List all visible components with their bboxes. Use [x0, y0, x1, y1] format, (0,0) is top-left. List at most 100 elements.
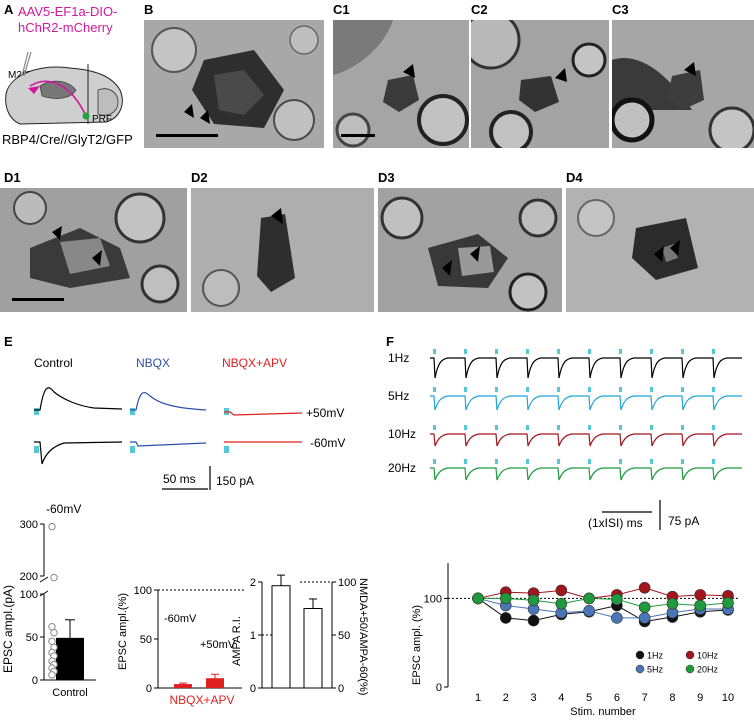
- stim-marker: [650, 387, 653, 392]
- stim-marker: [526, 459, 529, 464]
- data-point-20Hz: [555, 597, 568, 610]
- y-tick-label: 100: [424, 593, 442, 605]
- data-point-20Hz: [611, 593, 623, 606]
- series-line-10Hz: [477, 587, 729, 599]
- scale-label-amp-f: 75 pA: [668, 514, 700, 528]
- stim-marker: [712, 425, 715, 430]
- trace-1Hz: [430, 357, 742, 379]
- series-line-5Hz: [477, 597, 728, 619]
- em-image-c3: [612, 20, 754, 148]
- data-point-10Hz: [694, 589, 707, 601]
- y-tick-label-right: 0: [338, 683, 344, 695]
- series-line-20Hz: [478, 597, 729, 608]
- virus-label-line1: AAV5-EF1a-DIO-: [18, 4, 118, 19]
- panel-label-d4: D4: [566, 170, 583, 185]
- trace-label-10Hz: 10Hz: [388, 427, 416, 441]
- panel-label-b: B: [144, 2, 154, 17]
- stim-marker: [464, 387, 467, 392]
- bar-control: [56, 637, 84, 680]
- y-tick-label-left: 0: [250, 683, 256, 695]
- em-image-c2: [471, 20, 609, 148]
- data-point: [48, 637, 56, 646]
- stim-marker: [526, 387, 529, 392]
- stim-marker: [433, 387, 436, 392]
- stim-marker: [619, 425, 622, 430]
- bar-nbqx-apv: [206, 678, 224, 688]
- y-tick-label-right: 50: [338, 630, 350, 642]
- stim-marker: [650, 349, 653, 354]
- stim-marker: [526, 349, 529, 354]
- stim-marker: [588, 425, 591, 430]
- stim-marker: [619, 387, 622, 392]
- em-image-b: [144, 20, 324, 148]
- y-tick-label: 0: [146, 683, 152, 695]
- stim-marker: [464, 425, 467, 430]
- legend-marker-5Hz: [635, 664, 645, 674]
- y-axis-label: EPSC ampl.(%): [117, 593, 129, 670]
- x-tick-label: 1: [475, 692, 481, 704]
- x-tick-label: 4: [558, 692, 564, 704]
- data-point-10Hz: [638, 581, 651, 594]
- trace-label-5Hz: 5Hz: [388, 389, 409, 403]
- legend-label-5Hz: 5Hz: [647, 665, 664, 675]
- y-tick-label: 50: [26, 632, 38, 644]
- data-point-20Hz: [499, 592, 512, 605]
- x-tick-label: 6: [614, 692, 620, 704]
- stim-marker: [433, 425, 436, 430]
- panel-label-c3: C3: [612, 2, 629, 17]
- y-tick-label: 100: [20, 589, 38, 601]
- legend-label-20Hz: 20Hz: [697, 665, 719, 675]
- chart1-annotation: -60mV: [46, 502, 82, 516]
- y-tick-label: 0: [32, 675, 38, 687]
- stim-marker: [619, 349, 622, 354]
- y-tick-label-left: 1: [250, 630, 256, 642]
- stim-marker: [433, 459, 436, 464]
- x-tick-label: 7: [642, 692, 648, 704]
- stim-marker: [464, 349, 467, 354]
- stim-marker: [495, 387, 498, 392]
- chart-stim-number: 0 100 1 2 3 4 5 6 7 8 9 10 Stim. number EPSC ampl. (%…: [411, 563, 738, 718]
- scale-label-time-f: (1xISI) ms: [588, 516, 643, 530]
- data-point-20Hz: [638, 601, 651, 614]
- x-tick-label: 10: [722, 692, 734, 704]
- stim-marker: [495, 349, 498, 354]
- panel-label-d3: D3: [378, 170, 395, 185]
- panel-label-d1: D1: [4, 170, 21, 185]
- data-point-20Hz: [722, 597, 734, 609]
- chart-epsc-amplitude: 0 50 100 200 300 EPSC ampl.(pA) Control: [1, 519, 96, 699]
- stim-marker: [619, 459, 622, 464]
- data-point-5Hz: [638, 612, 651, 624]
- stim-marker: [712, 387, 715, 392]
- em-image-d4: [566, 188, 754, 312]
- x-category-label: Control: [52, 687, 87, 699]
- data-point-1Hz: [527, 614, 540, 627]
- stim-marker: [526, 425, 529, 430]
- stim-marker: [681, 387, 684, 392]
- stim-marker: [588, 349, 591, 354]
- stim-marker: [495, 425, 498, 430]
- y-tick-label: 0: [436, 682, 442, 694]
- scale-bar-e: [209, 466, 211, 490]
- y-tick-label: 200: [20, 571, 38, 583]
- mouse-line-label: RBP4/Cre//GlyT2/GFP: [2, 132, 133, 147]
- x-tick-label: 3: [530, 692, 536, 704]
- bar-nmda-ampa: [303, 608, 323, 689]
- x-tick-label: 8: [669, 692, 675, 704]
- stim-marker: [557, 349, 560, 354]
- data-point-20Hz: [527, 594, 540, 607]
- data-point: [48, 671, 56, 679]
- legend-marker-10Hz: [685, 650, 695, 660]
- legend-marker-20Hz: [685, 664, 695, 674]
- data-point-5Hz: [611, 612, 623, 624]
- trace-label-1Hz: 1Hz: [388, 351, 409, 365]
- y-axis-label: EPSC ampl. (%): [411, 605, 423, 685]
- em-image-d2: [191, 188, 374, 312]
- legend-label-10Hz: 10Hz: [697, 651, 719, 661]
- scale-label-amp-e: 150 pA: [216, 474, 255, 488]
- stim-marker: [712, 349, 715, 354]
- annotation-neg: -60mV: [164, 613, 197, 625]
- panel-e-traces: [34, 387, 303, 465]
- y-tick-label: 50: [140, 634, 152, 646]
- data-point-20Hz: [472, 592, 484, 605]
- condition-label-control: Control: [34, 356, 73, 370]
